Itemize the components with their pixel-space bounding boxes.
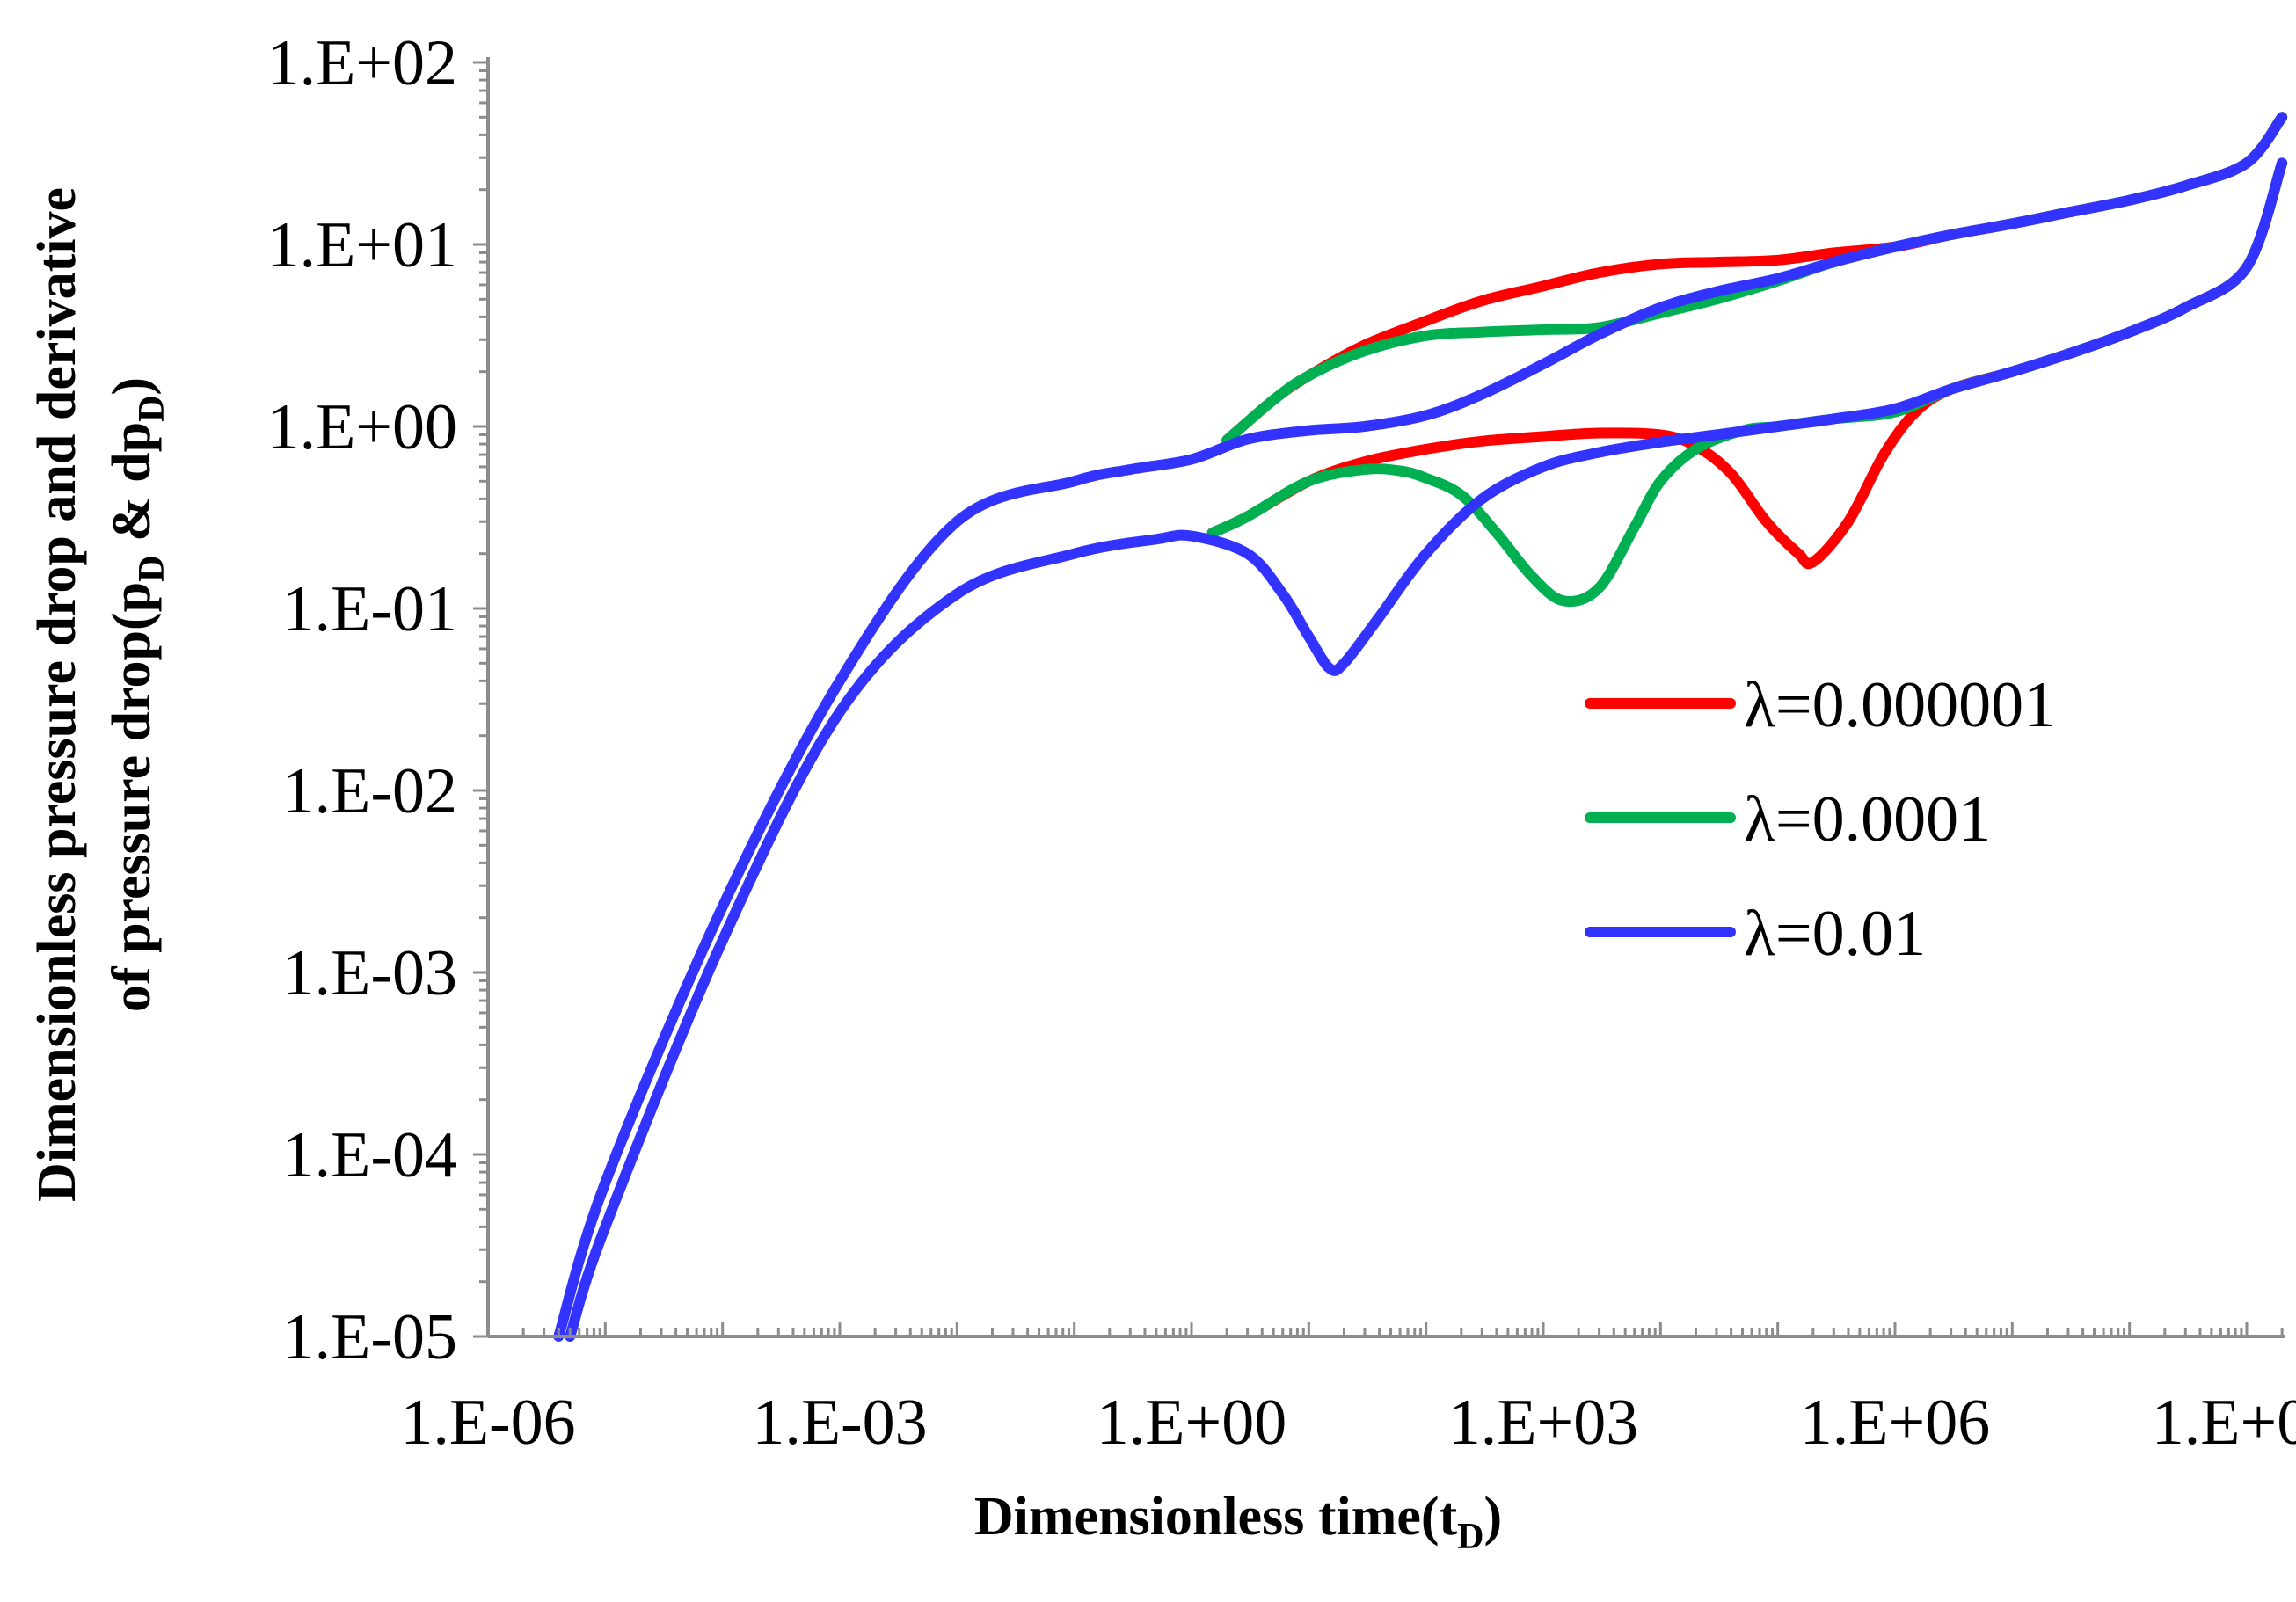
y-axis-title-line2-sub2: D: [132, 396, 172, 422]
y-tick-label: 1.E-03: [282, 937, 457, 1009]
x-tick-label: 1.E+00: [1097, 1387, 1286, 1459]
y-ticks: [473, 61, 488, 1338]
series-0-derivative-line: [1206, 157, 2288, 570]
y-axis-title-line2-pre: of pressure drop(p: [102, 582, 162, 1012]
y-tick-label: 1.E-01: [282, 573, 457, 645]
y-tick-label: 1.E+00: [267, 391, 457, 463]
x-tick-label: 1.E+03: [1448, 1387, 1638, 1459]
x-axis-title-sub: D: [1457, 1517, 1483, 1557]
x-tick-label: 1.E+06: [1800, 1387, 1990, 1459]
y-axis-title-line2: of pressure drop(pD & dpD): [102, 377, 172, 1012]
x-axis-title: Dimensionless time(tD): [974, 1487, 1502, 1557]
x-ticks: [486, 1322, 2284, 1336]
x-tick-labels: 1.E-06 1.E-03 1.E+00 1.E+03 1.E+06 1.E+09: [400, 1387, 2296, 1459]
legend-label-1: λ=0.0001: [1744, 783, 1991, 856]
x-tick-label: 1.E-03: [752, 1387, 927, 1459]
series-2-pressure-line: [553, 112, 2288, 1342]
legend-label-2: λ=0.01: [1744, 898, 1926, 970]
y-axis-title-line1: Dimensionless pressure drop and derivati…: [27, 187, 87, 1202]
y-axis-title-line2-sub1: D: [132, 556, 172, 582]
legend: λ=0.000001 λ=0.0001 λ=0.01: [1585, 669, 2056, 970]
y-tick-label: 1.E+02: [267, 27, 457, 99]
x-axis-title-main: Dimensionless time(t: [974, 1487, 1458, 1547]
y-tick-label: 1.E-05: [282, 1301, 457, 1373]
y-axis-title-line2-close: ): [102, 377, 162, 396]
y-tick-label: 1.E-02: [282, 755, 457, 827]
legend-label-0: λ=0.000001: [1744, 669, 2056, 741]
y-tick-labels: 1.E-05 1.E-04 1.E-03 1.E-02 1.E-01 1.E+00 1.E+…: [267, 27, 457, 1373]
x-tick-label: 1.E+09: [2152, 1387, 2296, 1459]
y-axis-title-line2-mid: & dp: [102, 422, 162, 556]
plot-series-group: [553, 112, 2288, 1342]
x-tick-label: 1.E-06: [400, 1387, 575, 1459]
series-2-derivative-line: [565, 157, 2288, 1342]
x-axis-title-close: ): [1484, 1487, 1503, 1547]
series-1-derivative-line: [1206, 157, 2288, 607]
y-tick-label: 1.E+01: [267, 209, 457, 281]
y-tick-label: 1.E-04: [282, 1119, 457, 1191]
